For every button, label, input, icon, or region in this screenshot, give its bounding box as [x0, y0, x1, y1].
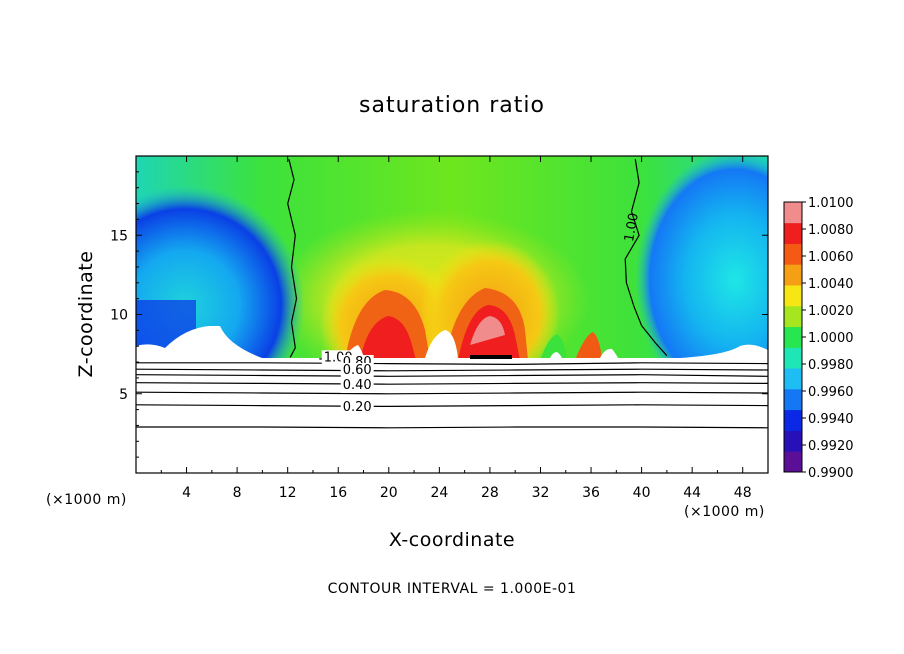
colorbar-swatch — [784, 430, 802, 452]
x-tick-label: 44 — [683, 485, 701, 501]
y-tick-label: 10 — [110, 308, 128, 324]
contour-label-bg — [340, 400, 374, 416]
contour-line — [136, 374, 768, 377]
x-tick-label: 36 — [582, 485, 600, 501]
colorbar-swatch — [784, 305, 802, 328]
contour-line — [287, 159, 298, 358]
x-axis-ticks: 4 8 12 16 20 24 28 32 36 40 44 48 — [160, 156, 752, 501]
plot-area — [136, 156, 768, 473]
x-tick-label: 16 — [329, 485, 347, 501]
contour-line — [136, 362, 768, 366]
colorbar-swatch — [784, 347, 802, 369]
colorbar-label: 1.0100 — [808, 196, 854, 211]
contour-line — [624, 159, 668, 357]
contour-label-bg — [340, 378, 374, 394]
colorbar-label: 0.9900 — [808, 466, 854, 481]
colorbar-swatch — [784, 202, 802, 224]
x-tick-label: 24 — [430, 485, 448, 501]
colorbar-label: 1.0060 — [808, 250, 854, 265]
contour-line — [136, 391, 768, 395]
colorbar-swatch — [784, 222, 802, 244]
contour-line — [136, 368, 768, 372]
x-tick-label: 20 — [380, 485, 398, 501]
contour-labels: 1.001.000.800.600.400.20 — [321, 212, 642, 416]
colorbar-swatch — [784, 285, 802, 307]
contour-label: 0.60 — [343, 363, 372, 378]
colorbar-label: 1.0040 — [808, 277, 854, 292]
colorbar-label: 0.9920 — [808, 439, 854, 454]
y-tick-label: 5 — [119, 387, 128, 403]
contour-label: 0.40 — [343, 378, 372, 393]
colorbar-label: 0.9980 — [808, 358, 854, 373]
colorbar-swatch — [784, 368, 802, 390]
x-tick-label: 40 — [633, 485, 651, 501]
colorbar-label: 1.0080 — [808, 223, 854, 238]
colorbar-swatch — [784, 388, 802, 411]
colorbar: 0.9900 0.9920 0.9940 0.9960 0.9980 1.0000 1.00… — [783, 196, 854, 481]
x-unit-right: (×1000 m) — [684, 504, 765, 520]
chart-title: saturation ratio — [359, 93, 545, 118]
x-tick-label: 48 — [734, 485, 752, 501]
x-tick-label: 4 — [182, 485, 191, 501]
contour-lines — [136, 159, 768, 429]
y-axis-ticks: 5 10 15 — [110, 171, 768, 458]
x-tick-label: 32 — [532, 485, 550, 501]
contour-interval-note: CONTOUR INTERVAL = 1.000E-01 — [328, 581, 577, 597]
contour-label-bg — [340, 362, 374, 378]
contour-label: 1.00 — [622, 212, 642, 243]
x-tick-label: 12 — [279, 485, 297, 501]
x-tick-label: 28 — [481, 485, 499, 501]
colorbar-swatch — [784, 264, 802, 286]
x-tick-label: 8 — [233, 485, 242, 501]
contour-line — [136, 382, 768, 385]
y-axis-label: Z-coordinate — [75, 251, 97, 378]
x-unit-left: (×1000 m) — [46, 492, 127, 508]
colorbar-swatch — [784, 451, 802, 473]
contour-line — [136, 426, 768, 429]
colorbar-label: 1.0000 — [808, 331, 854, 346]
colorbar-swatch — [784, 243, 802, 265]
colorbar-label: 0.9960 — [808, 385, 854, 400]
colorbar-label: 1.0020 — [808, 304, 854, 319]
y-tick-label: 15 — [110, 228, 128, 244]
contour-label: 0.20 — [343, 400, 372, 415]
colorbar-swatch — [784, 409, 802, 431]
colorbar-label: 0.9940 — [808, 412, 854, 427]
contour-line — [136, 404, 768, 408]
x-axis-label: X-coordinate — [389, 529, 515, 551]
colorbar-swatch — [784, 326, 802, 348]
